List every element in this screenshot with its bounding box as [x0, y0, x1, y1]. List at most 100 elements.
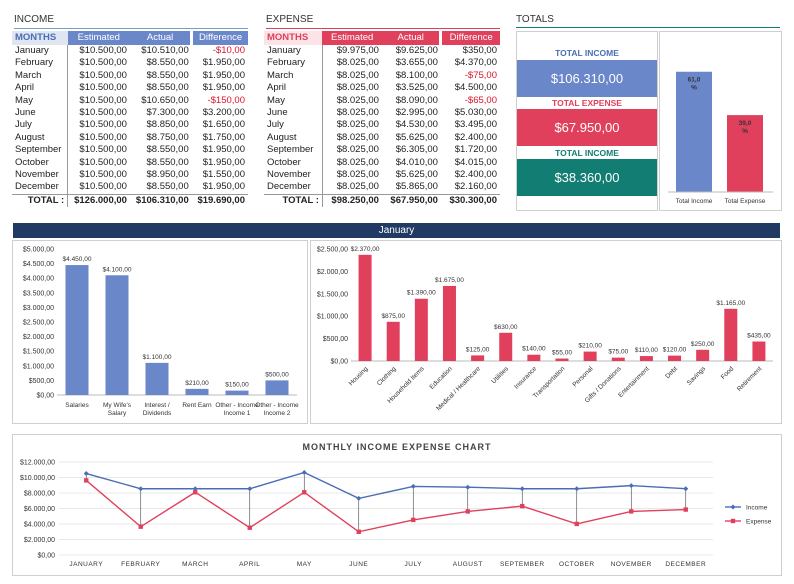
expense-row: February $8.025,00 $3.655,00 $4.370,00 [264, 57, 500, 70]
legend-marker [730, 518, 736, 524]
percent-bar-label: 39,0 [739, 120, 752, 127]
expense-marker [520, 503, 525, 509]
income-cell-month: June [12, 107, 69, 120]
expense-header-actual: Actual [381, 31, 441, 45]
expense-row: June $8.025,00 $2.995,00 $5.030,00 [264, 107, 500, 120]
income-title: INCOME [14, 14, 54, 25]
income-cell-actual: $8.550,00 [146, 181, 189, 193]
expense-bar [639, 356, 653, 361]
income-cell-difference: $1.950,00 [202, 181, 245, 193]
legend-label-income: Income [746, 505, 768, 512]
income-cell-month: April [12, 82, 69, 95]
expense-header-estimated: Estimated [322, 31, 382, 45]
income-total-actual: $106.310,00 [129, 193, 192, 208]
expense-bar-label: $435,00 [747, 333, 771, 340]
expense-bar-label: $110,00 [635, 347, 658, 354]
income-category-label: Other - Income [215, 402, 259, 409]
line-x-tick: FEBRUARY [121, 561, 160, 568]
expense-cell-month: August [264, 131, 323, 145]
expense-table: MONTHS Estimated Actual Difference Janua… [264, 31, 500, 208]
total-income-label: TOTAL INCOME [555, 48, 619, 58]
income-cell-estimated: $10.500,00 [79, 156, 127, 168]
expense-cell-actual: $3.525,00 [395, 82, 438, 94]
income-bar [65, 265, 89, 395]
income-row: March $10.500,00 $8.550,00 $1.950,00 [12, 69, 248, 83]
totals-boxes-panel: TOTAL INCOME $106.310,00 TOTAL EXPENSE $… [516, 31, 658, 211]
percent-bar [676, 71, 712, 192]
income-row: April $10.500,00 $8.550,00 $1.950,00 [12, 82, 248, 95]
expense-category-label: Insurance [513, 365, 538, 390]
expense-bar-label: $875,00 [381, 313, 405, 320]
income-bar [145, 362, 169, 395]
expense-total-actual: $67.950,00 [381, 193, 441, 208]
expense-total-row: TOTAL : $98.250,00 $67.950,00 $30.300,00 [264, 193, 500, 208]
expense-cell-actual: $5.625,00 [395, 131, 438, 143]
income-marker [138, 486, 144, 492]
expense-bar-label: $210,00 [578, 343, 602, 350]
income-header-estimated: Estimated [67, 31, 130, 45]
line-x-tick: MAY [297, 561, 312, 568]
expense-cell-month: March [264, 69, 323, 83]
income-bar-label: $4.450,00 [63, 256, 92, 263]
expense-cell-month: April [264, 82, 323, 95]
expense-marker [247, 525, 252, 530]
percent-category-label: Total Expense [725, 198, 766, 205]
income-bar [185, 388, 209, 395]
income-cell-actual: $8.550,00 [146, 144, 189, 156]
expense-category-label: Housing [348, 365, 370, 387]
percent-bar [727, 115, 763, 192]
expense-category-label: Savings [686, 365, 708, 387]
income-cell-estimated: $10.500,00 [79, 45, 127, 56]
month-banner: January [13, 223, 780, 238]
income-bar-label: $500,00 [265, 371, 289, 378]
expense-bar [414, 298, 428, 361]
expense-bar [611, 357, 625, 361]
income-y-tick: $4.500,00 [23, 261, 54, 268]
expense-row: October $8.025,00 $4.010,00 $4.015,00 [264, 156, 500, 170]
expense-cell-difference: $350,00 [462, 45, 497, 56]
income-total-difference: $19.690,00 [191, 193, 248, 208]
expense-y-tick: $2.000,00 [317, 269, 348, 276]
expense-marker [356, 529, 361, 534]
expense-cell-estimated: $8.025,00 [336, 57, 379, 69]
expense-bar-label: $125,00 [466, 346, 490, 353]
line-y-tick: $8.000,00 [24, 491, 55, 498]
income-bar [265, 380, 289, 395]
expense-row: August $8.025,00 $5.625,00 $2.400,00 [264, 131, 500, 145]
income-cell-month: January [12, 45, 69, 58]
income-marker [83, 471, 89, 477]
income-marker [683, 486, 689, 492]
expense-row: January $9.975,00 $9.625,00 $350,00 [264, 45, 500, 58]
income-bar-label: $210,00 [185, 380, 209, 387]
income-category-label: Other - Income [255, 402, 299, 409]
income-cell-month: October [12, 156, 69, 170]
totals-title: TOTALS [516, 14, 554, 25]
totals-percent-chart-panel: 61,0% Total Income 39,0% Total Expense [659, 31, 782, 211]
expense-cell-difference: -$75,00 [464, 69, 497, 81]
expense-cell-estimated: $8.025,00 [336, 82, 379, 94]
expense-row: September $8.025,00 $6.305,00 $1.720,00 [264, 144, 500, 157]
expense-cell-month: January [264, 45, 323, 58]
expense-cell-actual: $2.995,00 [395, 107, 438, 119]
expense-title: EXPENSE [266, 14, 314, 25]
expense-bar-label: $75,00 [608, 349, 628, 356]
expense-marker [138, 524, 143, 529]
income-cell-actual: $8.550,00 [146, 156, 189, 168]
expense-cell-estimated: $8.025,00 [336, 169, 379, 181]
expense-cell-difference: $2.400,00 [454, 169, 497, 181]
expense-bar [442, 285, 456, 361]
income-cell-month: November [12, 169, 69, 182]
income-category-label: My Wife's [103, 402, 132, 409]
income-cell-month: March [12, 69, 69, 83]
expense-marker [683, 507, 688, 512]
expense-cell-estimated: $9.975,00 [336, 45, 379, 56]
income-table: MONTHS Estimated Actual Difference Janua… [12, 31, 248, 208]
expense-cell-difference: $4.500,00 [454, 82, 497, 94]
line-x-tick: DECEMBER [665, 561, 706, 568]
income-bar [105, 275, 129, 395]
income-cell-month: December [12, 181, 69, 195]
income-header-actual: Actual [129, 31, 192, 45]
income-cell-actual: $10.510,00 [141, 45, 189, 56]
line-x-tick: APRIL [239, 561, 260, 568]
line-y-tick: $0,00 [37, 553, 55, 560]
